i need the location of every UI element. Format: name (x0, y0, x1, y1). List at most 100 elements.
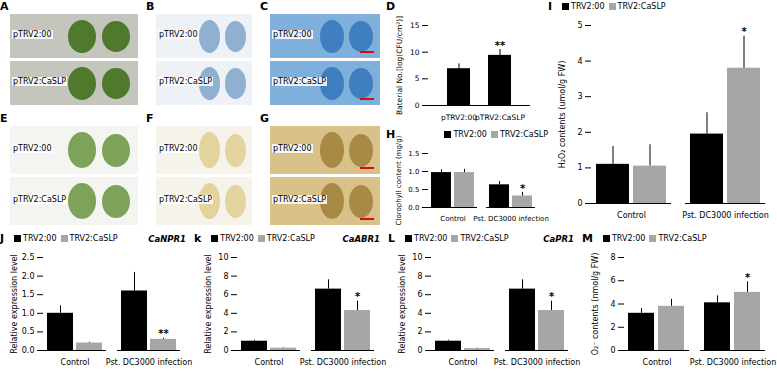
svg-text:10: 10 (412, 253, 422, 262)
svg-text:4: 4 (610, 300, 615, 309)
html-text:CaPR1: CaPR1 (543, 233, 574, 244)
svg-text:0: 0 (577, 199, 582, 208)
html-text:pTRV2:00: pTRV2:00 (159, 29, 198, 39)
html-text:TRV2:00: TRV2:00 (612, 234, 646, 243)
html-text:pTRV2:CaSLP: pTRV2:CaSLP (159, 194, 213, 204)
html-text:pTRV2:CaSLP: pTRV2:CaSLP (273, 76, 327, 86)
html-text:pTRV2:00: pTRV2:00 (13, 143, 52, 153)
html-text:pTRV2:CaSLP: pTRV2:CaSLP (159, 76, 213, 86)
svg-text:4: 4 (577, 57, 582, 66)
html-text:TRV2:CaSLP: TRV2:CaSLP (266, 234, 315, 243)
html-text:pTRV2:CaSLP: pTRV2:CaSLP (13, 76, 67, 86)
svg-text:0: 0 (417, 346, 422, 355)
html-text:CaNPR1: CaNPR1 (148, 233, 186, 244)
svg-text:0.0: 0.0 (408, 204, 419, 212)
svg-text:**: ** (158, 328, 169, 339)
svg-text:Control: Control (643, 358, 672, 367)
svg-text:0: 0 (415, 101, 420, 110)
svg-text:**: ** (495, 40, 506, 51)
html-text:TRV2:CaSLP: TRV2:CaSLP (658, 234, 707, 243)
html-text:TRV2:CaSLP: TRV2:CaSLP (499, 130, 548, 139)
html-text:pTRV2:00: pTRV2:00 (13, 29, 52, 39)
html-text:pTRV2:00: pTRV2:00 (273, 29, 312, 39)
svg-text:4: 4 (223, 309, 228, 318)
svg-text:2: 2 (417, 327, 422, 336)
svg-text:*: * (741, 26, 747, 37)
svg-text:3: 3 (577, 92, 582, 101)
svg-text:pTRV2:CaSLP: pTRV2:CaSLP (475, 113, 525, 122)
html-text:pTRV2:CaSLP: pTRV2:CaSLP (273, 194, 327, 204)
html-text:TRV2:CaSLP: TRV2:CaSLP (460, 234, 509, 243)
html-text:pTRV2:CaSLP: pTRV2:CaSLP (13, 194, 67, 204)
html-text:TRV2:00: TRV2:00 (23, 234, 57, 243)
svg-text:Pst. DC3000 infection: Pst. DC3000 infection (473, 215, 549, 223)
svg-text:*: * (355, 291, 361, 302)
html-text:pTRV2:00: pTRV2:00 (273, 143, 312, 153)
html-text:TRV2:CaSLP: TRV2:CaSLP (617, 2, 666, 11)
svg-text:Control: Control (255, 358, 284, 367)
html-text:G: G (260, 112, 269, 125)
svg-text:4: 4 (417, 309, 422, 318)
svg-text:0.5: 0.5 (22, 327, 35, 336)
svg-text:1.5: 1.5 (408, 150, 419, 158)
svg-text:1.5: 1.5 (22, 290, 35, 299)
svg-text:Control: Control (440, 215, 465, 223)
svg-text:Control: Control (449, 358, 478, 367)
svg-text:*: * (520, 183, 526, 194)
html-text:TRV2:00: TRV2:00 (453, 130, 487, 139)
html-text:TRV2:CaSLP: TRV2:CaSLP (69, 234, 118, 243)
html-text:D: D (386, 0, 396, 13)
html-text:E: E (0, 112, 8, 125)
svg-text:Control: Control (617, 211, 646, 220)
svg-text:1: 1 (577, 163, 582, 172)
svg-text:2.0: 2.0 (22, 272, 35, 281)
svg-text:10: 10 (218, 253, 228, 262)
html-text:TRV2:00: TRV2:00 (414, 234, 448, 243)
svg-text:Pst. DC3000 infection: Pst. DC3000 infection (690, 358, 776, 367)
svg-text:2.5: 2.5 (22, 253, 35, 262)
svg-text:Relative expression level: Relative expression level (10, 254, 19, 354)
html-text:A: A (0, 0, 9, 13)
svg-text:6: 6 (223, 290, 228, 299)
svg-text:2: 2 (610, 323, 615, 332)
svg-text:Control: Control (61, 358, 90, 367)
svg-text:H₂O₂ contents (umol/g FW): H₂O₂ contents (umol/g FW) (558, 61, 567, 169)
svg-text:6: 6 (417, 290, 422, 299)
html-text:TRV2:00: TRV2:00 (220, 234, 254, 243)
svg-text:pTRV2:00: pTRV2:00 (441, 113, 477, 122)
svg-text:Pst. DC3000 infection: Pst. DC3000 infection (494, 358, 580, 367)
html-text:B: B (146, 0, 155, 13)
svg-text:5: 5 (577, 21, 582, 30)
html-text:TRV2:00: TRV2:00 (571, 2, 605, 11)
svg-text:8: 8 (610, 253, 615, 262)
svg-text:O₂⁻ contents (nmol/g FW): O₂⁻ contents (nmol/g FW) (591, 253, 600, 356)
svg-text:5: 5 (415, 74, 420, 83)
html-text:CaABR1: CaABR1 (342, 233, 380, 244)
svg-text:15: 15 (410, 21, 420, 30)
html-text:M: M (582, 232, 593, 245)
svg-text:0: 0 (223, 346, 228, 355)
svg-text:6: 6 (610, 276, 615, 285)
svg-text:8: 8 (223, 272, 228, 281)
html-text:H: H (386, 128, 396, 141)
html-text:C: C (260, 0, 269, 13)
svg-text:2: 2 (223, 327, 228, 336)
html-text:pTRV2:00: pTRV2:00 (159, 143, 198, 153)
svg-text:10: 10 (410, 48, 420, 57)
svg-text:Baterial No.[log(CFU/cm²)]: Baterial No.[log(CFU/cm²)] (395, 16, 404, 115)
svg-text:1.0: 1.0 (408, 168, 419, 176)
svg-text:Pst. DC3000 infection: Pst. DC3000 infection (300, 358, 386, 367)
svg-text:0.5: 0.5 (408, 186, 419, 194)
svg-text:Clorophyll content (mg/g): Clorophyll content (mg/g) (395, 135, 403, 225)
svg-text:8: 8 (417, 272, 422, 281)
svg-text:1.0: 1.0 (22, 309, 35, 318)
svg-text:Relative expression level: Relative expression level (398, 254, 407, 354)
svg-text:Pst. DC3000 infection: Pst. DC3000 infection (682, 211, 768, 220)
svg-text:*: * (549, 291, 555, 302)
svg-text:Pst. DC3000 infection: Pst. DC3000 infection (106, 358, 192, 367)
svg-text:0: 0 (610, 346, 615, 355)
svg-text:*: * (745, 272, 751, 283)
svg-text:2: 2 (577, 128, 582, 137)
svg-text:Relative expression level: Relative expression level (204, 254, 213, 354)
svg-text:0.0: 0.0 (22, 346, 35, 355)
